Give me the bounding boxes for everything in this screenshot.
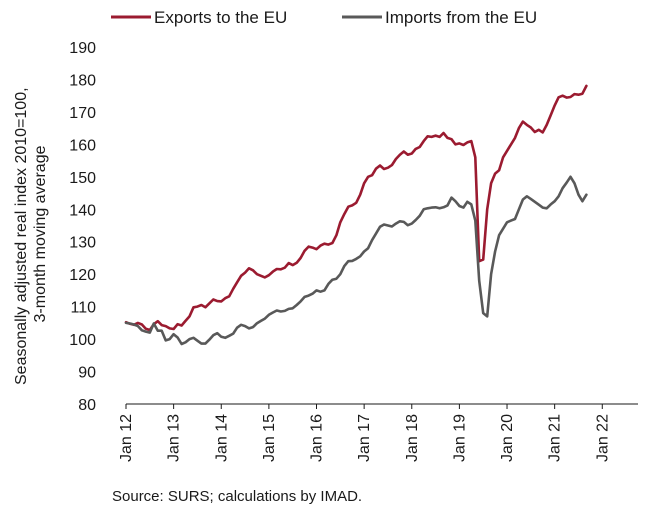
y-tick-label: 160 bbox=[69, 137, 96, 154]
y-tick-label: 100 bbox=[69, 332, 96, 349]
series-line-imports bbox=[124, 175, 588, 346]
x-tick-label: Jan 12 bbox=[118, 414, 135, 462]
y-tick-label: 150 bbox=[69, 170, 96, 187]
y-tick-label: 190 bbox=[69, 40, 96, 57]
y-tick-label: 120 bbox=[69, 267, 96, 284]
y-tick-label: 180 bbox=[69, 72, 96, 89]
x-axis: Jan 12 Jan 13 Jan 14 Jan 15 Jan 16 Jan 17 Jan … bbox=[118, 403, 638, 462]
x-tick-label: Jan 16 bbox=[309, 414, 326, 462]
x-tick-label: Jan 19 bbox=[451, 414, 468, 462]
source-note: Source: SURS; calculations by IMAD. bbox=[112, 488, 363, 505]
line-chart: Exports to the EU Imports from the EU Se… bbox=[13, 8, 638, 462]
legend: Exports to the EU Imports from the EU bbox=[111, 8, 537, 27]
y-tick-label: 170 bbox=[69, 105, 96, 122]
x-tick-label: Jan 22 bbox=[594, 414, 611, 462]
x-tick-label: Jan 14 bbox=[213, 414, 230, 462]
x-tick-label: Jan 17 bbox=[356, 414, 373, 462]
series-lines bbox=[124, 84, 588, 346]
x-tick-label: Jan 18 bbox=[404, 414, 421, 462]
y-tick-label: 90 bbox=[78, 365, 96, 382]
x-tick-label: Jan 13 bbox=[166, 414, 183, 462]
y-tick-label: 140 bbox=[69, 202, 96, 219]
x-tick-label: Jan 20 bbox=[499, 414, 516, 462]
y-axis-label-line1: Seasonally adjusted real index 2010=100, bbox=[13, 87, 30, 385]
y-axis-label: Seasonally adjusted real index 2010=100,… bbox=[13, 83, 49, 385]
y-tick-label: 130 bbox=[69, 235, 96, 252]
x-tick-label: Jan 15 bbox=[261, 414, 278, 462]
legend-label-exports: Exports to the EU bbox=[154, 8, 287, 27]
y-tick-label: 80 bbox=[78, 397, 96, 414]
series-line-exports bbox=[124, 84, 588, 332]
y-axis-label-line2: 3-month moving average bbox=[32, 145, 49, 322]
x-tick-label: Jan 21 bbox=[547, 414, 564, 462]
y-axis-ticks: 80 90 100 110 120 130 140 150 160 170 180 190 bbox=[69, 40, 96, 414]
y-tick-label: 110 bbox=[70, 300, 96, 317]
legend-label-imports: Imports from the EU bbox=[385, 8, 537, 27]
